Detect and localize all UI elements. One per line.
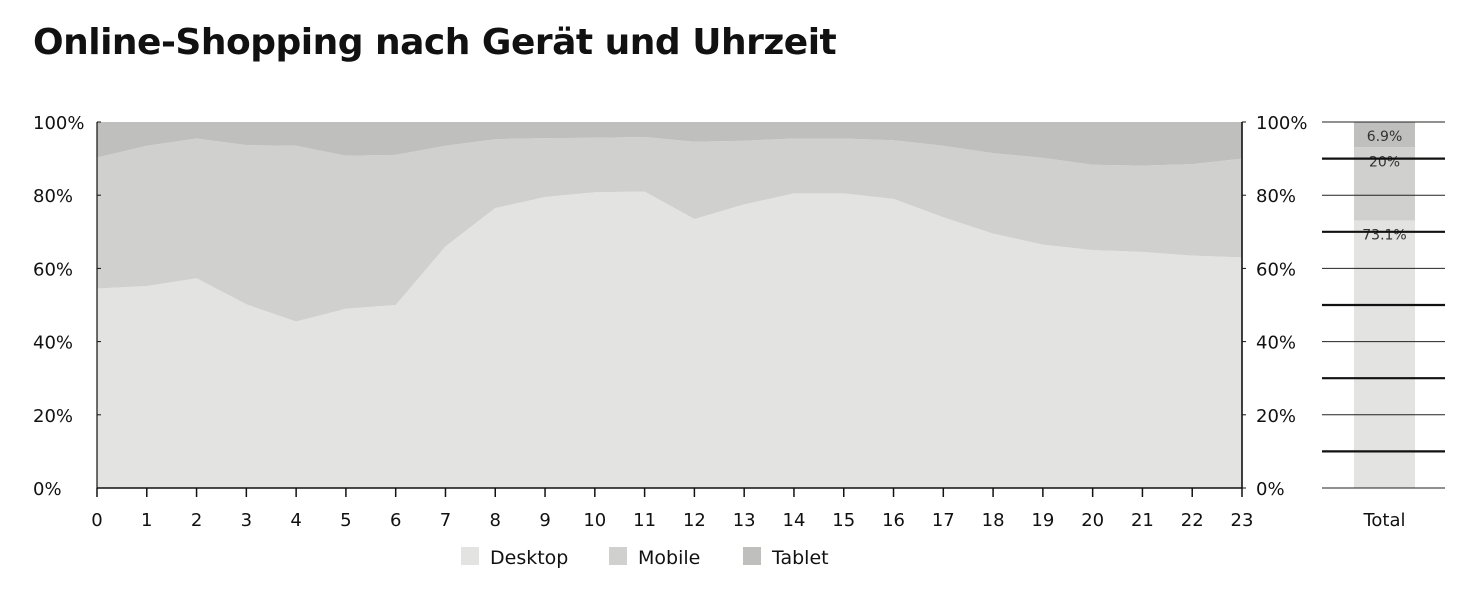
x-tick-label: 8 <box>490 510 501 531</box>
y-tick-label-left: 60% <box>33 259 73 280</box>
total-bar-segment-tablet <box>1354 122 1415 148</box>
x-tick-label: 3 <box>241 510 252 531</box>
y-tick-label-right: 80% <box>1256 186 1296 207</box>
axes: 0 1 2 3 4 5 6 7 8 9 10 11 12 13 14 15 16 17 18 19 20 21 22 230%… <box>33 113 1307 531</box>
x-tick-label: 4 <box>290 510 301 531</box>
x-tick-label: 11 <box>633 510 656 531</box>
x-tick-label: 5 <box>340 510 351 531</box>
x-tick-label: 6 <box>390 510 401 531</box>
legend-item-mobile: Mobile <box>609 547 700 569</box>
x-tick-label: 22 <box>1181 510 1204 531</box>
legend-swatch <box>609 547 627 565</box>
total-bar-label-tablet: 6.9% <box>1367 129 1403 145</box>
x-tick-label: 9 <box>539 510 550 531</box>
legend-label: Tablet <box>771 547 829 569</box>
area-layers <box>97 122 1242 488</box>
total-bar-label-mobile: 20% <box>1369 154 1400 170</box>
x-tick-label: 16 <box>882 510 905 531</box>
x-tick-label: 23 <box>1231 510 1254 531</box>
total-bar-segment-desktop <box>1354 220 1415 489</box>
x-tick-label: 0 <box>91 510 102 531</box>
total-bar: 73.1% 20% 6.9% Total <box>1322 121 1445 531</box>
y-tick-label-right: 0% <box>1256 479 1285 500</box>
legend: Desktop Mobile Tablet <box>461 547 829 569</box>
x-tick-label: 20 <box>1081 510 1104 531</box>
y-tick-label-right: 20% <box>1256 406 1296 427</box>
y-tick-label-left: 20% <box>33 406 73 427</box>
series-area-tablet <box>97 122 1242 166</box>
x-tick-label: 7 <box>440 510 451 531</box>
x-tick-label: 21 <box>1131 510 1154 531</box>
x-tick-label: 14 <box>783 510 806 531</box>
x-tick-label: 19 <box>1031 510 1054 531</box>
legend-item-tablet: Tablet <box>743 547 829 569</box>
x-tick-label: 17 <box>932 510 955 531</box>
legend-label: Mobile <box>638 547 700 569</box>
y-tick-label-right: 60% <box>1256 259 1296 280</box>
legend-swatch <box>743 547 761 565</box>
x-tick-label: 1 <box>141 510 152 531</box>
legend-label: Desktop <box>490 547 568 569</box>
x-tick-label: 2 <box>191 510 202 531</box>
x-tick-label: 15 <box>832 510 855 531</box>
x-tick-label: 10 <box>583 510 606 531</box>
legend-swatch <box>461 547 479 565</box>
chart-title: Online-Shopping nach Gerät und Uhrzeit <box>33 22 837 63</box>
y-tick-label-left: 0% <box>33 479 62 500</box>
x-tick-label: 13 <box>733 510 756 531</box>
x-tick-label: 12 <box>683 510 706 531</box>
y-tick-label-right: 40% <box>1256 333 1296 354</box>
y-tick-label-left: 80% <box>33 186 73 207</box>
y-tick-label-left: 40% <box>33 333 73 354</box>
legend-item-desktop: Desktop <box>461 547 568 569</box>
total-category-label: Total <box>1362 510 1405 531</box>
total-bar-label-desktop: 73.1% <box>1362 227 1406 243</box>
series-area-mobile <box>97 137 1242 322</box>
series-area-desktop <box>97 191 1242 488</box>
x-tick-label: 18 <box>982 510 1005 531</box>
y-tick-label-right: 100% <box>1256 113 1307 134</box>
y-tick-label-left: 100% <box>33 113 84 134</box>
